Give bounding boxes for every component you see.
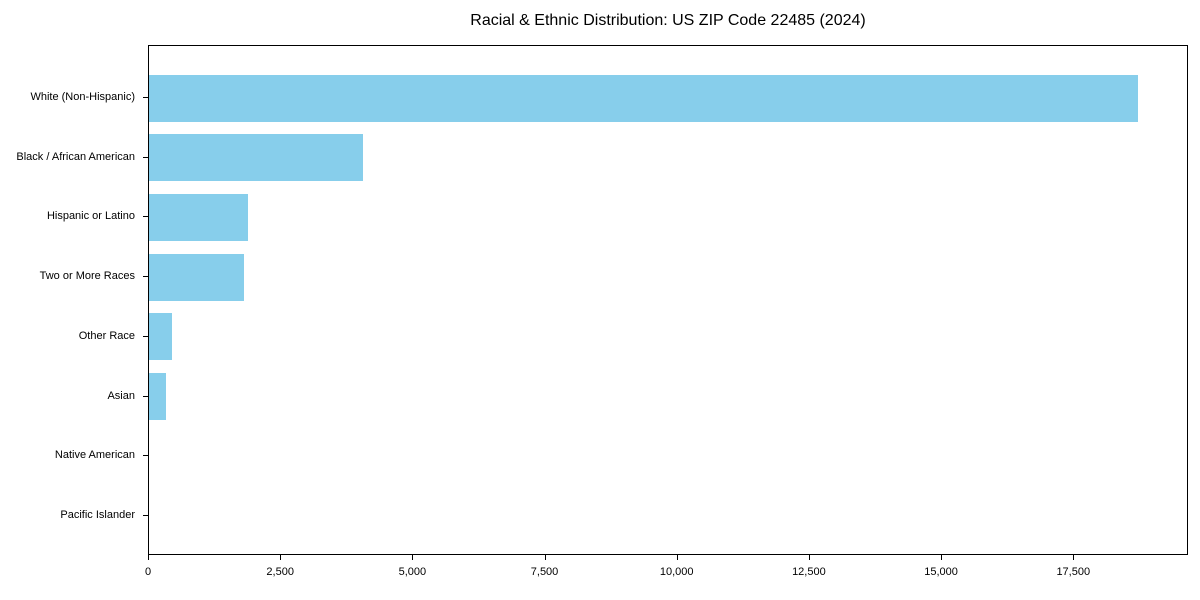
x-tick-label-12500: 12,500 [792, 566, 826, 578]
x-tick-mark [1073, 555, 1075, 560]
bar-white-non-hispanic [149, 74, 1138, 122]
x-tick-label-15000: 15,000 [924, 566, 958, 578]
x-tick-mark [676, 555, 678, 560]
x-tick-label-0: 0 [144, 566, 152, 578]
chart-title: Racial & Ethnic Distribution: US ZIP Cod… [470, 12, 866, 29]
y-tick-label-two-or-more-races: Two or More Races [39, 270, 135, 283]
y-tick-mark [143, 156, 148, 158]
y-tick-label-black-african-american: Black / African American [16, 150, 135, 163]
y-tick-label-pacific-islander: Pacific Islander [60, 508, 135, 521]
bar-asian [149, 373, 167, 420]
y-tick-label-white-non-hispanic: White (Non-Hispanic) [30, 91, 135, 103]
bar-other-race [149, 313, 172, 361]
x-tick-mark [280, 555, 282, 560]
x-tick-label-2500: 2,500 [266, 566, 294, 578]
x-tick-mark [941, 555, 943, 560]
y-tick-mark [143, 395, 148, 397]
x-tick-label-10000: 10,000 [659, 566, 694, 578]
y-tick-label-other-race: Other Race [78, 329, 135, 342]
x-tick-label-5000: 5,000 [398, 566, 427, 578]
bar-black-african-american [149, 134, 364, 182]
y-tick-mark [143, 455, 148, 457]
y-tick-label-hispanic-or-latino: Hispanic or Latino [46, 210, 135, 223]
y-tick-label-native-american: Native American [54, 449, 135, 462]
y-tick-mark [143, 514, 148, 516]
plot-area [148, 45, 1188, 555]
bar-two-or-more-races [149, 253, 245, 301]
y-tick-mark [143, 97, 148, 98]
x-tick-mark [808, 555, 810, 560]
y-tick-mark [143, 276, 148, 278]
y-tick-mark [143, 335, 148, 337]
x-tick-mark [412, 555, 414, 560]
y-tick-label-asian: Asian [107, 389, 135, 402]
y-tick-mark [143, 216, 148, 218]
x-tick-label-17500: 17,500 [1056, 566, 1091, 578]
bar-hispanic-or-latino [149, 193, 248, 241]
x-tick-mark [544, 555, 546, 560]
x-tick-mark [148, 555, 149, 560]
x-tick-label-7500: 7,500 [530, 566, 559, 578]
